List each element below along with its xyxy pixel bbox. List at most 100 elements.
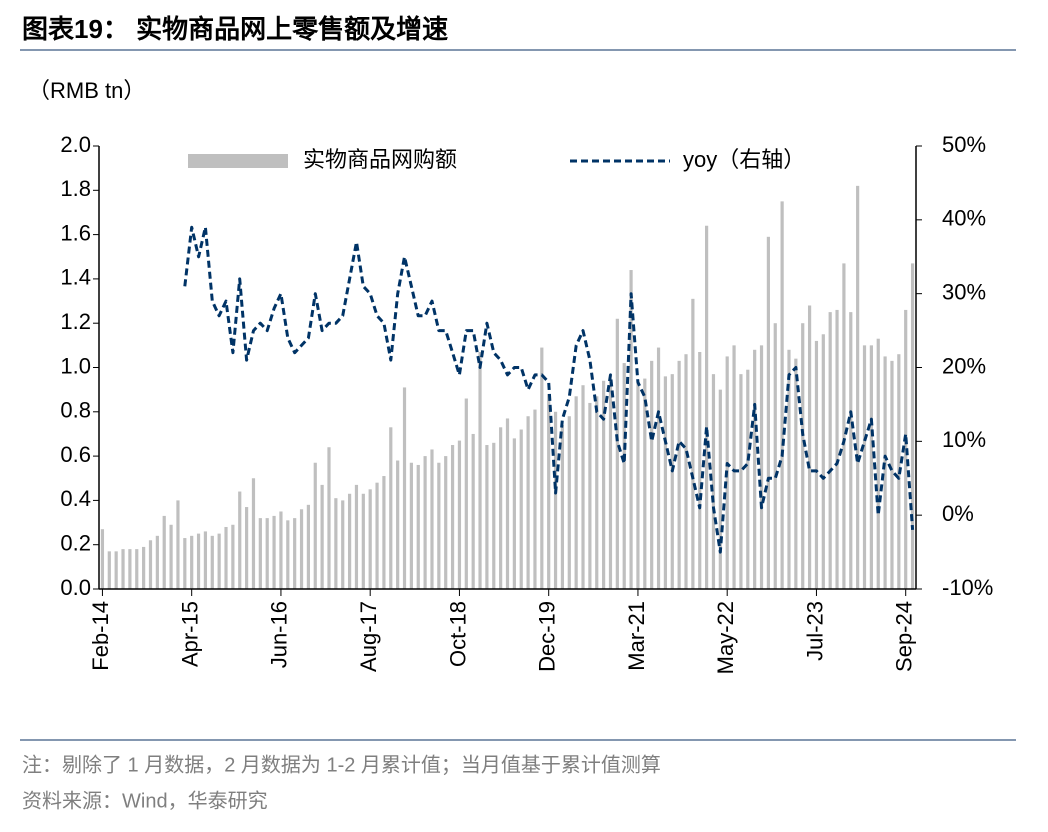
- bar: [251, 478, 256, 589]
- x-tick-label: Jul-23: [802, 601, 827, 661]
- bar: [780, 201, 784, 589]
- x-tick-label: May-22: [713, 601, 738, 674]
- bar: [389, 427, 393, 589]
- bar: [684, 354, 688, 589]
- bar: [121, 549, 125, 589]
- x-tick-label: Dec-19: [535, 601, 560, 672]
- bar: [629, 270, 633, 589]
- bar: [169, 524, 173, 589]
- bar: [567, 416, 571, 589]
- chart-title: 图表19： 实物商品网上零售额及增速: [22, 14, 448, 44]
- bar: [547, 394, 551, 589]
- bar: [176, 500, 180, 589]
- source: 资料来源：Wind，华泰研究: [22, 789, 268, 812]
- legend-label: 实物商品网购额: [303, 147, 457, 172]
- x-tick-label: Jun-16: [267, 601, 292, 668]
- bar: [732, 345, 736, 589]
- bar: [677, 360, 681, 589]
- y-tick-label: 1.8: [60, 176, 91, 201]
- bar: [553, 411, 558, 589]
- bar: [595, 396, 599, 589]
- y2-tick-label: 20%: [942, 353, 986, 378]
- bar: [224, 526, 228, 589]
- bar: [272, 515, 276, 589]
- bar: [162, 515, 166, 589]
- bar: [856, 185, 860, 589]
- note: 注：剔除了 1 月数据，2 月数据为 1-2 月累计值；当月值基于累计值测算: [22, 753, 661, 776]
- bar: [698, 351, 702, 589]
- bar: [560, 425, 565, 589]
- bar: [320, 484, 324, 589]
- bar: [505, 418, 510, 589]
- bar: [265, 518, 269, 589]
- y2-tick-label: 30%: [942, 279, 986, 304]
- x-tick-label: Sep-24: [892, 601, 917, 672]
- bar: [464, 398, 468, 589]
- bar: [794, 358, 798, 589]
- y2-tick-label: 10%: [942, 427, 986, 452]
- bar: [409, 462, 413, 589]
- bar: [588, 402, 592, 589]
- bar: [801, 323, 805, 589]
- bar: [402, 387, 407, 589]
- bar: [608, 378, 613, 589]
- x-tick-label: Feb-14: [88, 601, 113, 671]
- y-tick-label: 0.6: [60, 442, 91, 467]
- bar: [540, 347, 544, 589]
- bar: [869, 345, 873, 589]
- bar: [196, 533, 201, 589]
- x-tick-label: Oct-18: [445, 601, 470, 667]
- bar: [217, 533, 221, 589]
- bar: [444, 456, 448, 589]
- bar: [643, 378, 647, 589]
- bar: [416, 464, 420, 589]
- bar: [787, 349, 791, 589]
- bar: [258, 518, 262, 589]
- y-tick-label: 0.0: [60, 575, 91, 600]
- bar: [327, 447, 331, 589]
- bar: [533, 409, 537, 589]
- bar: [485, 445, 489, 589]
- bar: [663, 376, 668, 589]
- bar: [711, 374, 716, 589]
- bar: [100, 529, 105, 589]
- bar: [910, 263, 915, 589]
- y-tick-label: 0.8: [60, 398, 91, 423]
- y-tick-label: 0.4: [60, 486, 91, 511]
- bar: [210, 535, 214, 589]
- bar: [835, 309, 839, 589]
- x-tick-label: Mar-21: [624, 601, 649, 671]
- bar: [354, 484, 359, 589]
- bar: [183, 538, 187, 589]
- bar: [471, 433, 475, 589]
- bar: [615, 318, 619, 589]
- bar: [368, 489, 372, 589]
- legend-swatch: [188, 154, 288, 168]
- bar: [773, 323, 777, 589]
- bar: [519, 429, 523, 589]
- bar: [245, 507, 249, 589]
- bar: [478, 351, 482, 589]
- bar: [450, 445, 455, 589]
- x-tick-label: Aug-17: [356, 601, 381, 672]
- bar: [526, 416, 530, 589]
- bar: [203, 531, 208, 589]
- y-tick-label: 1.6: [60, 220, 91, 245]
- bar: [437, 462, 441, 589]
- bar: [622, 363, 626, 589]
- y2-tick-label: -10%: [942, 575, 993, 600]
- bar: [155, 535, 159, 589]
- y-tick-label: 1.2: [60, 309, 91, 334]
- bar: [807, 305, 812, 589]
- bar: [581, 385, 585, 589]
- bar: [299, 509, 304, 589]
- bar: [670, 374, 674, 589]
- bar: [341, 500, 345, 589]
- bar: [602, 380, 606, 589]
- bar: [306, 504, 310, 589]
- bar: [862, 345, 867, 589]
- bar: [499, 427, 503, 589]
- y-tick-label: 2.0: [60, 132, 91, 157]
- bar: [313, 462, 317, 589]
